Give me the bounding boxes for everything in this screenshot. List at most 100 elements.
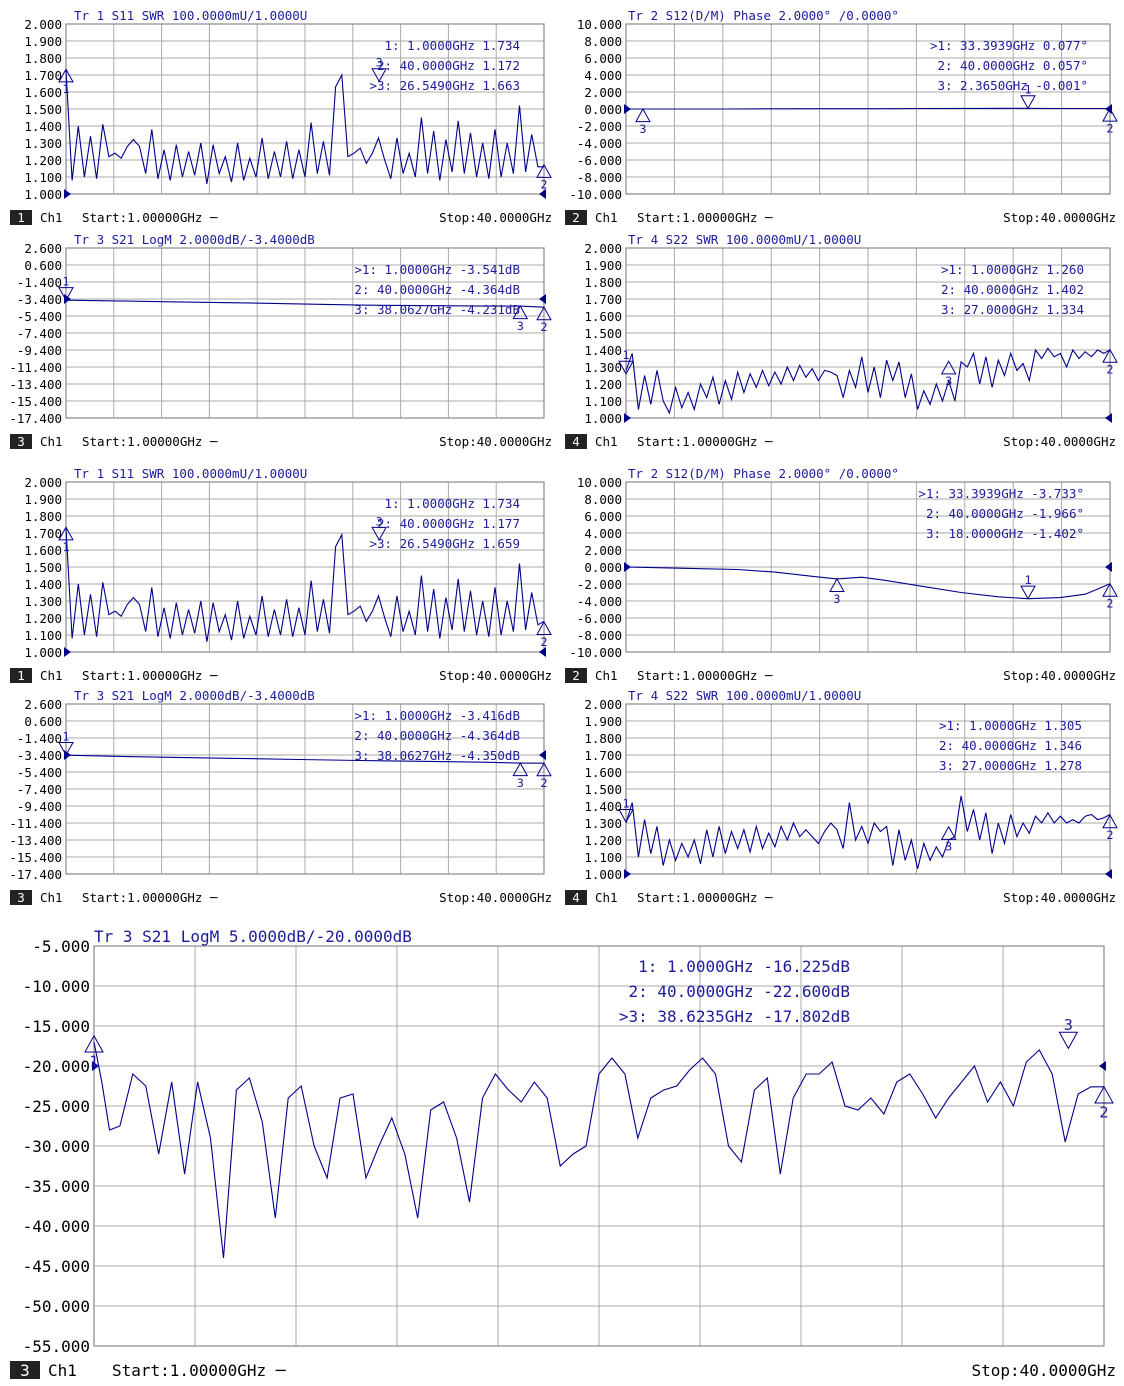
gridlines (626, 482, 1110, 652)
stop-frequency: Stop:40.0000GHz (1003, 890, 1116, 905)
y-tick-label: 8.000 (584, 34, 622, 49)
channel-number-badge (10, 434, 32, 449)
marker-1-triangle (58, 742, 74, 757)
y-tick-label: -25.000 (23, 1097, 90, 1116)
y-tick-label: -2.000 (577, 119, 622, 134)
trace-title: Tr 3 S21 LogM 2.0000dB/-3.4000dB (74, 688, 315, 703)
marker-2-triangle (1102, 814, 1118, 829)
marker-2-number: 2 (1106, 363, 1113, 377)
marker-readout-3: >3: 38.6235GHz -17.802dB (619, 1007, 850, 1026)
ref-arrow-left (92, 1061, 99, 1071)
trace-title: Tr 2 S12(D/M) Phase 2.0000° /0.0000° (628, 466, 899, 481)
y-tick-label: 4.000 (584, 68, 622, 83)
channel-number: 1 (17, 210, 25, 225)
y-tick-label: -9.400 (17, 343, 62, 358)
start-frequency: Start:1.00000GHz ─ (637, 434, 773, 449)
y-tick-label: 1.300 (584, 816, 622, 831)
y-tick-label: 10.000 (577, 17, 622, 32)
channel-label: Ch1 (40, 210, 63, 225)
chart-panel-s21-bottom: 2.600 0.600 -1.400 -3.400 -5.400 -7.400 -9.400… (0, 686, 560, 908)
y-tick-label: 1.700 (584, 748, 622, 763)
marker-2-triangle (536, 762, 552, 777)
channel-number: 2 (572, 210, 580, 225)
y-tick-label: 1.300 (24, 136, 62, 151)
ref-arrow-right (1105, 562, 1112, 572)
marker-readout-2: 2: 40.0000GHz 0.057° (937, 58, 1088, 73)
marker-readout-3: 3: 38.0627GHz -4.231dB (354, 302, 520, 317)
marker-3-number: 3 (1064, 1016, 1073, 1034)
y-tick-label: 1.300 (24, 594, 62, 609)
y-tick-label: -30.000 (23, 1137, 90, 1156)
y-tick-label: -2.000 (577, 577, 622, 592)
plot-frame (65, 23, 545, 195)
plot-frame (625, 703, 1111, 875)
start-frequency: Start:1.00000GHz ─ (82, 890, 218, 905)
chart-svg: 10.000 8.000 6.000 4.000 2.000 0.000 -2.000 -4.… (565, 8, 1118, 225)
trace-title: Tr 4 S22 SWR 100.0000mU/1.0000U (628, 688, 861, 703)
marker-1-triangle (1020, 585, 1036, 600)
marker-readout-1: 1: 1.0000GHz 1.734 (385, 38, 520, 53)
marker-2-number: 2 (540, 635, 547, 649)
stop-frequency: Stop:40.0000GHz (439, 434, 552, 449)
y-tick-label: -20.000 (23, 1057, 90, 1076)
y-tick-label: 1.500 (24, 560, 62, 575)
y-tick-label: 10.000 (577, 475, 622, 490)
channel-number-badge (565, 890, 587, 905)
ref-arrow-right (539, 294, 546, 304)
y-tick-label: -1.400 (17, 731, 62, 746)
y-tick-label: -45.000 (23, 1257, 90, 1276)
y-tick-label: 6.000 (584, 51, 622, 66)
marker-readout-3: 3: 27.0000GHz 1.334 (941, 302, 1084, 317)
y-tick-label: -55.000 (23, 1337, 90, 1356)
y-tick-label: -5.400 (17, 765, 62, 780)
y-tick-label: 1.700 (24, 68, 62, 83)
y-tick-label: 1.100 (24, 170, 62, 185)
chart-panel-s12-top: 10.000 8.000 6.000 4.000 2.000 0.000 -2.000 -4.… (562, 0, 1124, 230)
marker-3-number: 3 (833, 592, 840, 606)
marker-readout-1: >1: 33.3939GHz 0.077° (930, 38, 1088, 53)
trace-line (65, 299, 545, 308)
y-tick-label: 1.800 (24, 51, 62, 66)
marker-3-number: 3 (517, 776, 524, 790)
marker-readout-2: 2: 40.0000GHz -22.600dB (628, 982, 850, 1001)
y-tick-label: 2.600 (24, 241, 62, 256)
channel-label: Ch1 (40, 890, 63, 905)
y-tick-label: -15.000 (23, 1017, 90, 1036)
y-tick-label: 1.000 (584, 867, 622, 882)
trace-line (65, 527, 545, 642)
stop-frequency: Stop:40.0000GHz (1003, 434, 1116, 449)
marker-2-number: 2 (1106, 121, 1113, 135)
y-tick-label: -8.000 (577, 170, 622, 185)
channel-label: Ch1 (595, 668, 618, 683)
ref-arrow-left (64, 189, 71, 199)
stop-frequency: Stop:40.0000GHz (439, 890, 552, 905)
y-tick-label: 1.100 (24, 628, 62, 643)
y-tick-label: 1.400 (584, 799, 622, 814)
channel-number-badge (10, 210, 32, 225)
start-frequency: Start:1.00000GHz ─ (82, 434, 218, 449)
gridlines (626, 704, 1110, 874)
marker-readout-2: 2: 40.0000GHz -4.364dB (354, 282, 520, 297)
y-tick-label: -6.000 (577, 611, 622, 626)
chart-svg: 2.600 0.600 -1.400 -3.400 -5.400 -7.400 -9.400… (9, 232, 552, 449)
trace-line (65, 69, 544, 184)
marker-1-number: 1 (1024, 83, 1031, 97)
y-tick-label: 1.600 (584, 309, 622, 324)
chart-svg: 10.000 8.000 6.000 4.000 2.000 0.000 -2.000 -4.… (565, 466, 1118, 683)
ref-arrow-left (64, 294, 71, 304)
marker-3-number: 3 (945, 840, 952, 854)
y-tick-label: 1.700 (24, 526, 62, 541)
marker-readout-1: 1: 1.0000GHz 1.734 (385, 496, 520, 511)
ref-arrow-right (1105, 869, 1112, 879)
ref-arrow-left (624, 413, 631, 423)
ref-arrow-left (624, 869, 631, 879)
y-tick-label: 2.000 (584, 697, 622, 712)
marker-2-number: 2 (1106, 828, 1113, 842)
channel-number: 1 (17, 668, 25, 683)
y-tick-label: -10.000 (569, 187, 622, 202)
marker-readout-1: >1: 1.0000GHz -3.541dB (354, 262, 520, 277)
marker-3-triangle (512, 762, 529, 777)
gridlines (94, 946, 1104, 1346)
marker-readout-3: 3: 2.3650GHz -0.001° (937, 78, 1088, 93)
marker-1-triangle (58, 68, 74, 83)
